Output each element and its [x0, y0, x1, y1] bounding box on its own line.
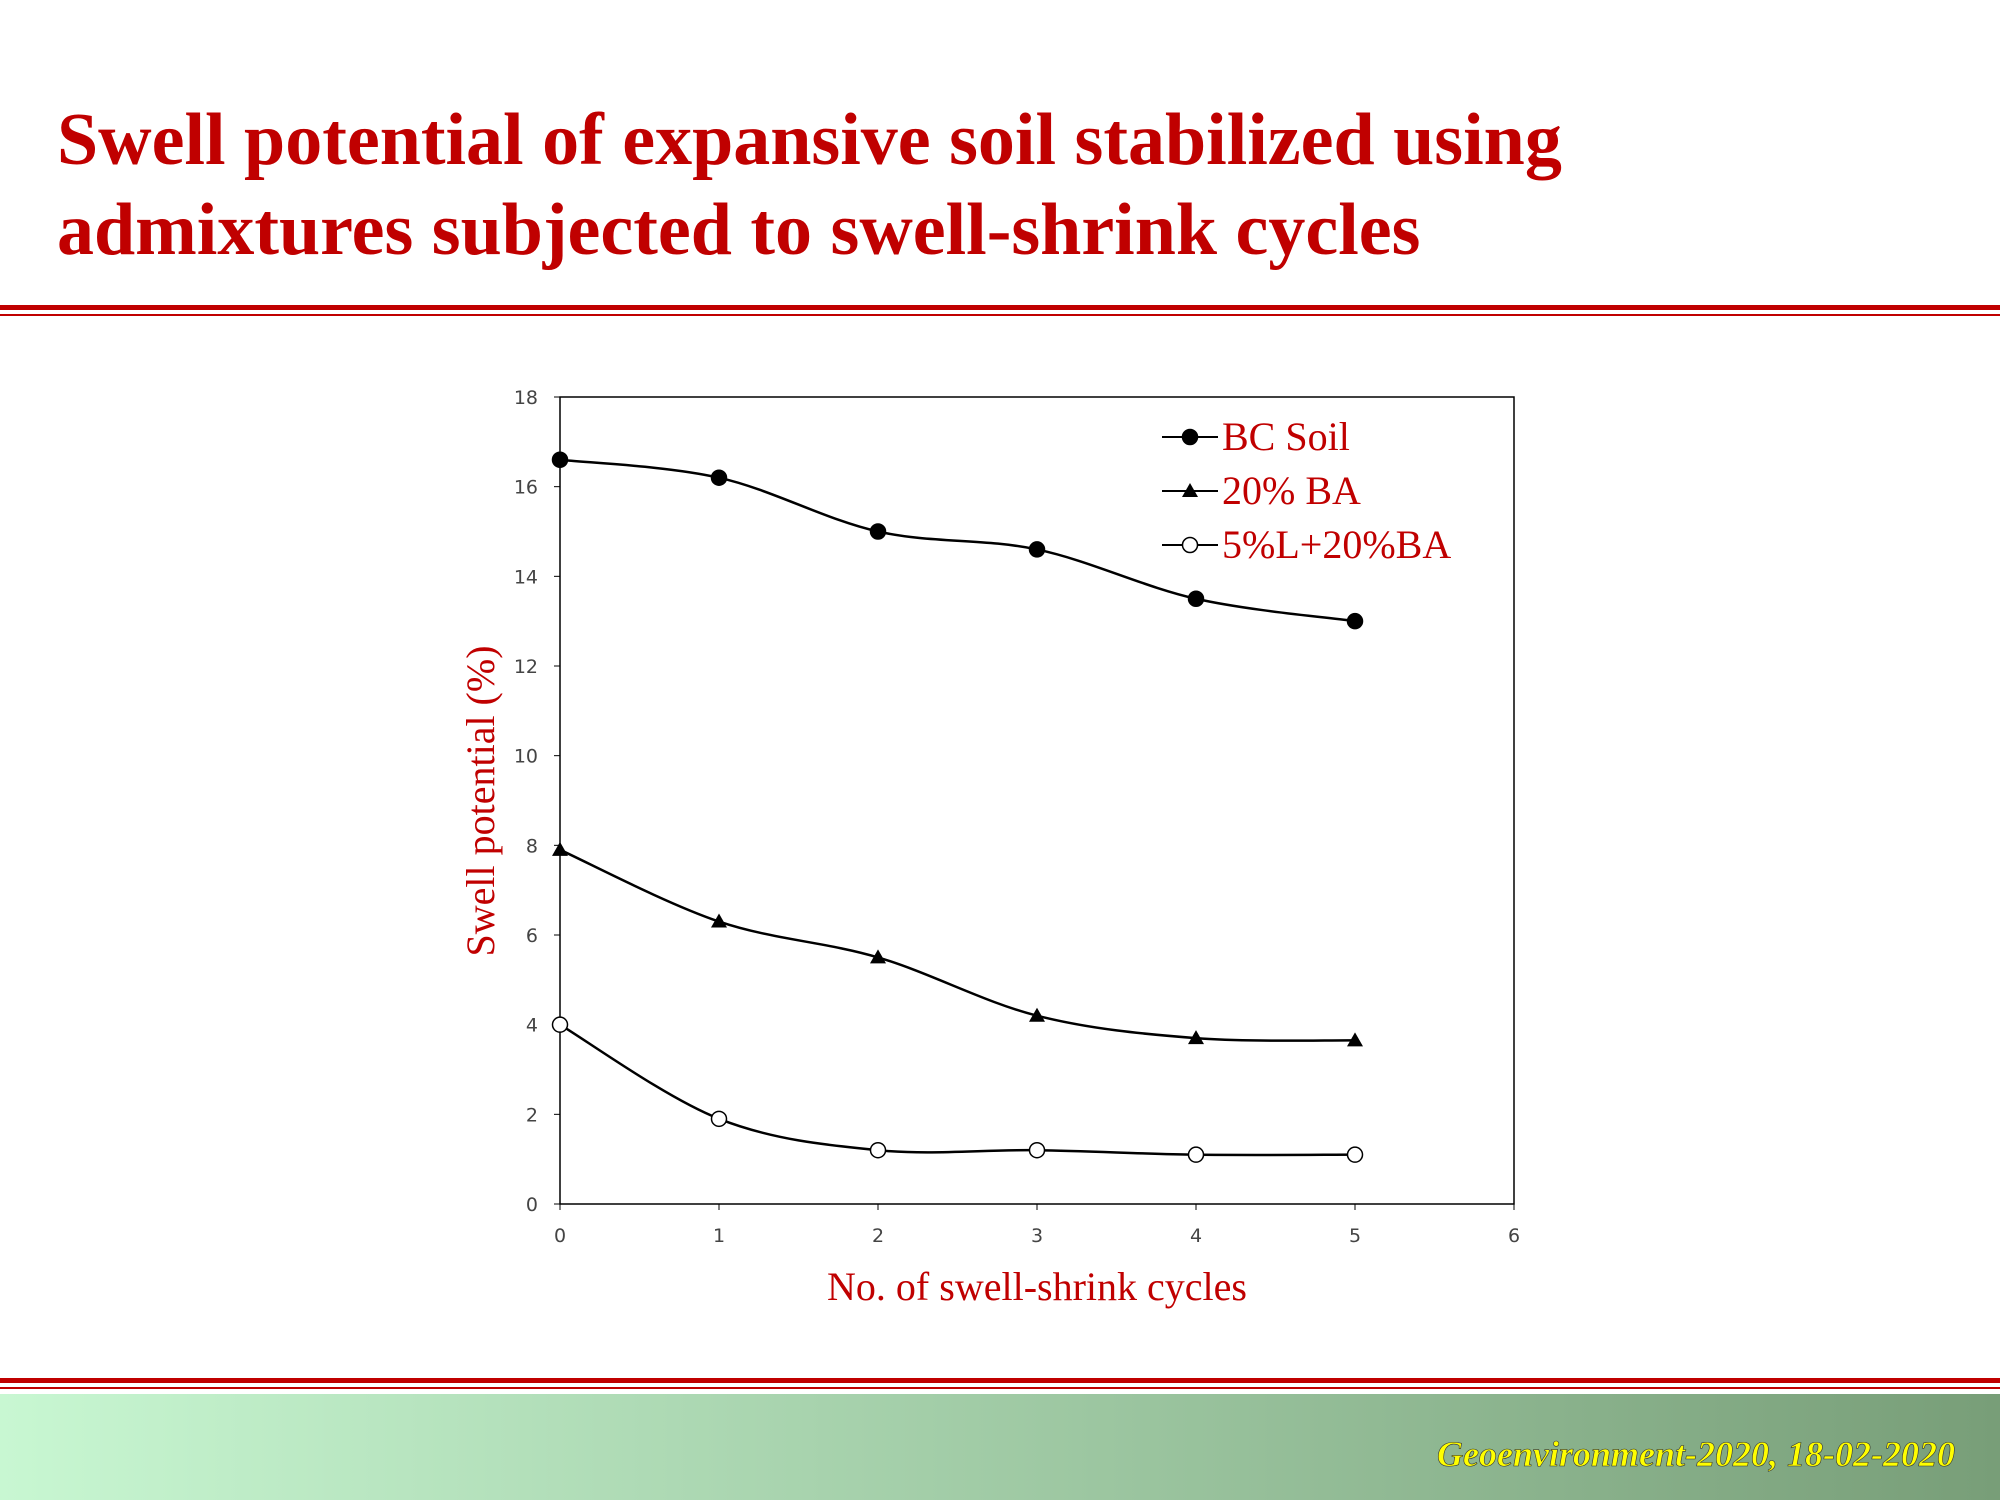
marker: [1187, 590, 1205, 607]
x-tick-label: 6: [1508, 1225, 1520, 1247]
slide-title: Swell potential of expansive soil stabil…: [57, 99, 1562, 181]
x-tick-label: 5: [1349, 1225, 1361, 1247]
marker: [1181, 536, 1199, 554]
marker: [1028, 541, 1046, 558]
marker: [1347, 1032, 1363, 1047]
marker: [710, 1110, 728, 1128]
x-tick-label: 2: [872, 1225, 884, 1247]
y-tick-label: 12: [514, 656, 538, 678]
legend-label: BC Soil: [1222, 414, 1350, 459]
divider: [0, 314, 2000, 316]
x-tick-label: 4: [1190, 1225, 1202, 1247]
y-tick-label: 4: [526, 1015, 538, 1037]
marker: [1346, 1146, 1364, 1163]
footer-text: Geoenvironment-2020, 18-02-2020: [1437, 1434, 1955, 1474]
marker: [1028, 1141, 1046, 1159]
series-line: [559, 848, 1356, 1042]
marker: [1346, 612, 1364, 630]
marker: [1187, 1146, 1205, 1163]
footer-band: [0, 1394, 2000, 1500]
series-line: [559, 1023, 1356, 1157]
marker: [869, 523, 887, 540]
x-tick-label: 1: [713, 1225, 725, 1247]
y-tick-label: 14: [514, 566, 538, 588]
divider: [0, 305, 2000, 310]
plot-frame: [559, 396, 1515, 1205]
marker: [552, 841, 568, 856]
marker: [551, 1016, 569, 1033]
marker: [1029, 1007, 1045, 1022]
marker: [1182, 483, 1198, 497]
marker: [869, 1141, 887, 1159]
marker: [551, 451, 569, 469]
y-tick-label: 6: [526, 925, 538, 947]
slide-title: admixtures subjected to swell-shrink cyc…: [57, 189, 1420, 271]
marker: [870, 949, 886, 964]
y-tick-label: 8: [526, 835, 538, 857]
x-tick-label: 3: [1031, 1225, 1043, 1247]
y-tick-label: 16: [514, 477, 538, 499]
series-line: [559, 458, 1356, 623]
y-tick-label: 0: [526, 1194, 538, 1216]
y-tick-label: 18: [514, 387, 538, 409]
marker: [1181, 428, 1199, 446]
legend-item: 20% BA: [1162, 468, 1361, 513]
marker: [1188, 1030, 1204, 1045]
marker: [711, 913, 727, 928]
legend-item: 5%L+20%BA: [1162, 522, 1451, 567]
legend-item: BC Soil: [1162, 414, 1350, 459]
x-tick-label: 0: [554, 1225, 566, 1247]
y-tick-label: 10: [514, 746, 538, 768]
y-tick-label: 2: [526, 1104, 538, 1126]
marker: [710, 469, 728, 486]
legend-label: 20% BA: [1222, 468, 1361, 513]
x-axis-title: No. of swell-shrink cycles: [827, 1264, 1247, 1309]
divider: [0, 1378, 2000, 1383]
y-axis-title: Swell potential (%): [458, 645, 503, 956]
legend-label: 5%L+20%BA: [1222, 522, 1451, 567]
divider: [0, 1387, 2000, 1389]
